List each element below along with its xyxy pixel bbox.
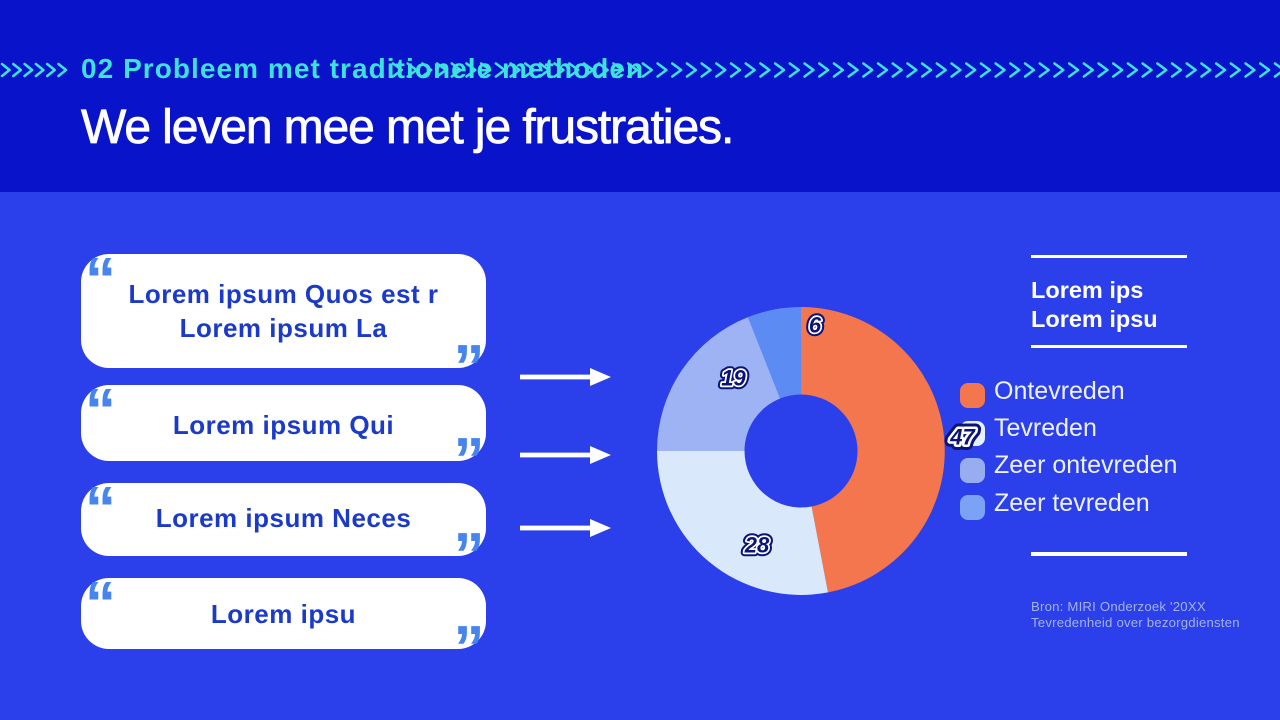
svg-text:6: 6 — [809, 313, 822, 338]
svg-text:28: 28 — [744, 533, 770, 558]
svg-text:6: 6 — [809, 313, 822, 338]
svg-text:19: 19 — [721, 366, 746, 391]
svg-text:28: 28 — [744, 533, 770, 558]
svg-text:19: 19 — [721, 366, 746, 391]
